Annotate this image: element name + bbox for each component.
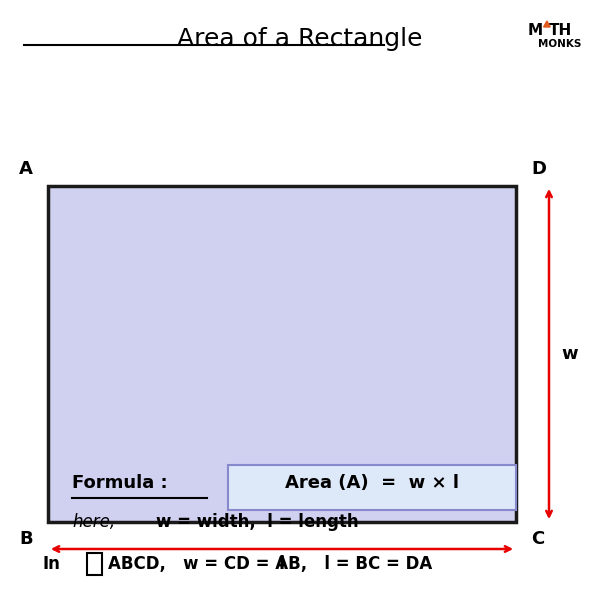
FancyBboxPatch shape xyxy=(228,465,516,510)
Text: B: B xyxy=(19,529,33,547)
FancyBboxPatch shape xyxy=(48,186,516,522)
FancyBboxPatch shape xyxy=(87,553,102,575)
Text: Area of a Rectangle: Area of a Rectangle xyxy=(177,27,423,51)
Text: l: l xyxy=(279,555,285,573)
Text: C: C xyxy=(531,529,544,547)
Text: M: M xyxy=(528,23,543,38)
Text: In: In xyxy=(42,555,60,573)
Text: ABCD,   w = CD = AB,   l = BC = DA: ABCD, w = CD = AB, l = BC = DA xyxy=(108,555,432,573)
Text: w: w xyxy=(561,345,578,363)
Polygon shape xyxy=(544,21,550,27)
Text: w = width,  l = length: w = width, l = length xyxy=(156,513,359,531)
Text: TH: TH xyxy=(549,23,572,38)
Text: A: A xyxy=(19,160,33,179)
Text: here,: here, xyxy=(72,513,115,531)
Text: Formula :: Formula : xyxy=(72,474,167,492)
Text: MONKS: MONKS xyxy=(538,39,581,49)
Text: Area (A)  =  w × l: Area (A) = w × l xyxy=(285,474,459,492)
Text: D: D xyxy=(531,160,546,179)
